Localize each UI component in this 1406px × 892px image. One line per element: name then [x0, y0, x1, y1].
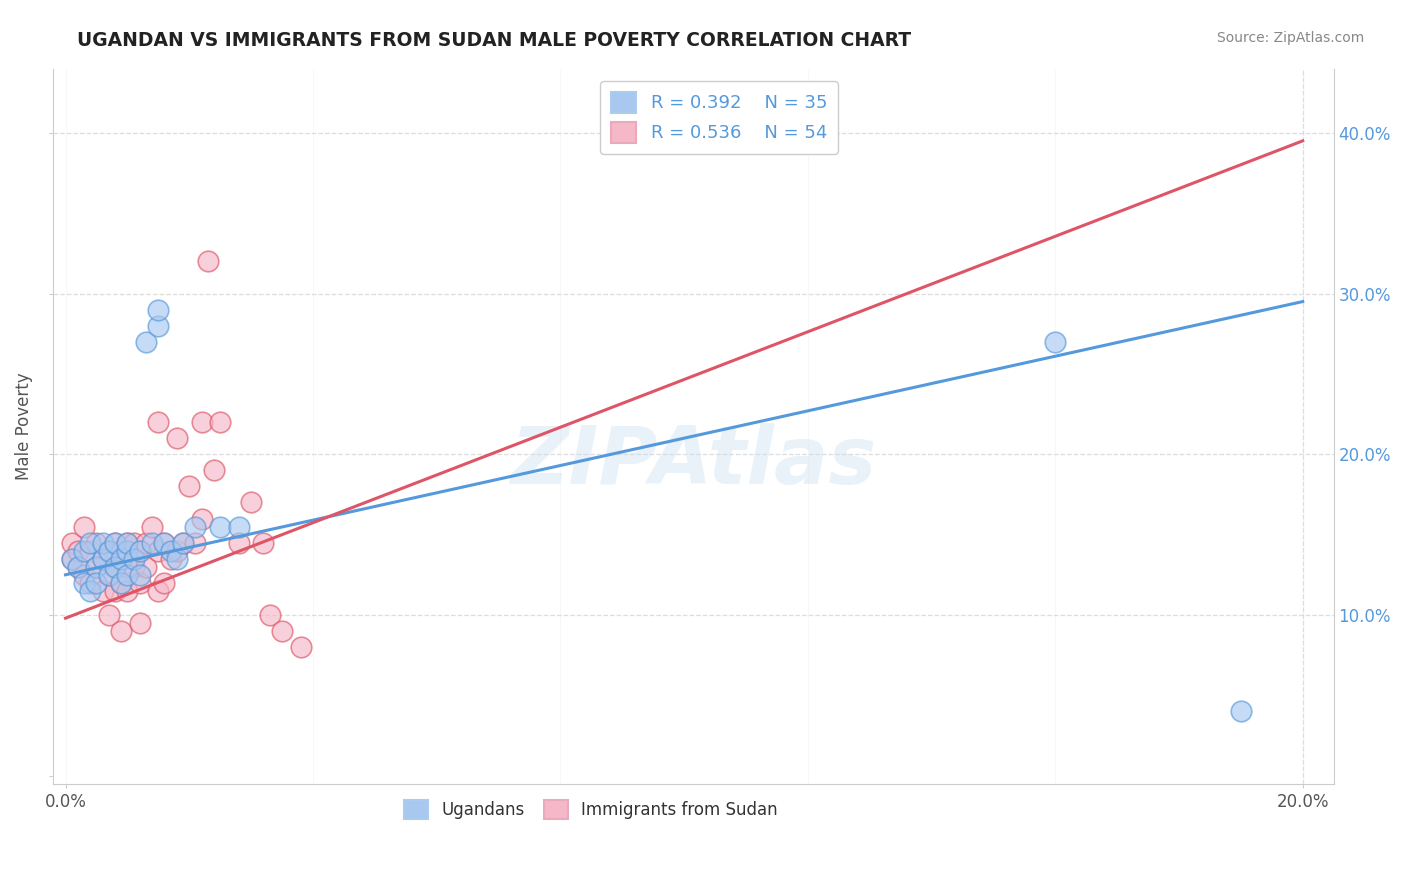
Point — [128, 615, 150, 630]
Point — [79, 575, 101, 590]
Point — [104, 583, 127, 598]
Point — [141, 535, 163, 549]
Point — [86, 535, 108, 549]
Point — [159, 551, 181, 566]
Point — [252, 535, 274, 549]
Point — [197, 254, 219, 268]
Point — [122, 551, 145, 566]
Point — [190, 415, 212, 429]
Point — [184, 535, 207, 549]
Point — [117, 567, 139, 582]
Point — [66, 543, 89, 558]
Point — [91, 551, 114, 566]
Point — [79, 583, 101, 598]
Point — [97, 543, 120, 558]
Point — [86, 559, 108, 574]
Point — [117, 543, 139, 558]
Point — [91, 535, 114, 549]
Point — [110, 575, 132, 590]
Point — [128, 543, 150, 558]
Point — [135, 559, 157, 574]
Point — [1230, 705, 1253, 719]
Point — [128, 575, 150, 590]
Point — [86, 575, 108, 590]
Point — [153, 535, 176, 549]
Point — [104, 535, 127, 549]
Point — [73, 543, 96, 558]
Point — [128, 543, 150, 558]
Point — [60, 535, 83, 549]
Point — [117, 535, 139, 549]
Point — [148, 583, 170, 598]
Point — [110, 551, 132, 566]
Point — [153, 535, 176, 549]
Point — [228, 535, 250, 549]
Point — [271, 624, 294, 638]
Point — [66, 559, 89, 574]
Point — [110, 575, 132, 590]
Point — [97, 607, 120, 622]
Point — [104, 559, 127, 574]
Text: UGANDAN VS IMMIGRANTS FROM SUDAN MALE POVERTY CORRELATION CHART: UGANDAN VS IMMIGRANTS FROM SUDAN MALE PO… — [77, 31, 911, 50]
Point — [117, 535, 139, 549]
Point — [97, 567, 120, 582]
Point — [148, 415, 170, 429]
Point — [1045, 334, 1067, 349]
Point — [290, 640, 312, 654]
Point — [190, 511, 212, 525]
Point — [122, 535, 145, 549]
Point — [104, 535, 127, 549]
Point — [60, 551, 83, 566]
Point — [141, 519, 163, 533]
Point — [240, 495, 263, 509]
Point — [172, 535, 194, 549]
Point — [209, 415, 232, 429]
Point — [166, 551, 188, 566]
Point — [97, 567, 120, 582]
Point — [153, 575, 176, 590]
Point — [202, 463, 225, 477]
Point — [179, 479, 201, 493]
Point — [79, 535, 101, 549]
Point — [184, 519, 207, 533]
Point — [97, 543, 120, 558]
Point — [117, 559, 139, 574]
Point — [73, 519, 96, 533]
Point — [60, 551, 83, 566]
Point — [66, 559, 89, 574]
Point — [128, 567, 150, 582]
Point — [91, 583, 114, 598]
Point — [86, 559, 108, 574]
Point — [91, 551, 114, 566]
Point — [228, 519, 250, 533]
Point — [73, 575, 96, 590]
Point — [209, 519, 232, 533]
Point — [110, 624, 132, 638]
Point — [166, 543, 188, 558]
Point — [110, 543, 132, 558]
Text: Source: ZipAtlas.com: Source: ZipAtlas.com — [1216, 31, 1364, 45]
Point — [166, 431, 188, 445]
Point — [148, 543, 170, 558]
Point — [122, 559, 145, 574]
Point — [172, 535, 194, 549]
Point — [148, 318, 170, 333]
Point — [159, 543, 181, 558]
Legend: Ugandans, Immigrants from Sudan: Ugandans, Immigrants from Sudan — [398, 793, 785, 825]
Point — [148, 302, 170, 317]
Point — [135, 535, 157, 549]
Point — [117, 583, 139, 598]
Point — [73, 567, 96, 582]
Point — [135, 334, 157, 349]
Point — [259, 607, 281, 622]
Text: ZIPAtlas: ZIPAtlas — [510, 423, 876, 501]
Y-axis label: Male Poverty: Male Poverty — [15, 372, 32, 480]
Point — [104, 559, 127, 574]
Point — [79, 543, 101, 558]
